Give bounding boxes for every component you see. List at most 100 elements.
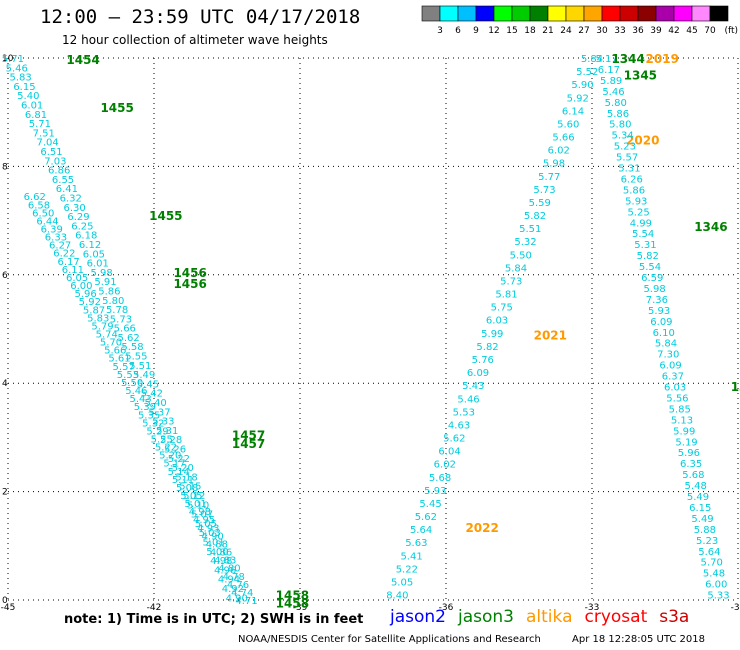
colorbar-swatch [709,5,729,22]
swh-value-label: 7.30 [657,350,679,361]
swh-value-label: 4.86 [210,548,232,559]
swh-value-label: 5.07 [191,510,213,521]
swh-value-label: 5.48 [703,569,725,580]
swh-value-label: 5.86 [98,286,120,297]
swh-value-label: 5.32 [514,237,536,248]
swh-value-label: 5.64 [410,525,432,536]
swh-value-label: 5.17 [595,54,617,65]
swh-value-label: 5.32 [142,418,164,429]
colorbar-tick-label: 6 [455,26,461,36]
swh-value-label: 5.59 [529,198,551,209]
swh-value-label: 6.32 [60,193,82,204]
swh-value-label: 5.93 [648,306,670,317]
swh-value-label: 5.31 [156,426,178,437]
longitude-tick-label: -33 [585,603,600,610]
swh-value-label: 4.71 [235,596,257,607]
swh-value-label: 6.15 [689,503,711,514]
swh-value-label: 4.78 [223,572,245,583]
swh-value-label: 5.70 [100,338,122,349]
swh-value-label: 5.70 [701,558,723,569]
swh-value-label: 5.54 [639,262,661,273]
swh-value-label: 5.22 [168,454,190,465]
swh-value-label: 5.26 [164,445,186,456]
swh-value-label: 6.58 [28,200,50,211]
colorbar-tick-label: 24 [560,26,572,36]
swh-value-label: 5.51 [129,361,151,372]
swh-value-label: 5.31 [634,240,656,251]
pass-time-label: 2020 [626,133,659,147]
swh-value-label: 4.88 [206,539,228,550]
swh-value-label: 5.49 [691,514,713,525]
swh-value-label: 5.99 [481,329,503,340]
satellite-name-cryosat: cryosat [584,607,648,627]
swh-value-label: 5.05 [195,519,217,530]
latitude-tick-label: 10 [2,54,14,64]
swh-value-label: 5.12 [183,491,205,502]
swh-value-label: 5.89 [600,76,622,87]
swh-value-label: 5.49 [687,492,709,503]
colorbar-tick-label: 42 [668,26,679,36]
swh-value-label: 5.60 [557,119,579,130]
swh-value-label: 5.83 [87,313,109,324]
swh-value-label: 6.09 [659,361,681,372]
pass-time-label: 1458 [276,589,309,603]
swh-value-label: 6.02 [548,146,570,157]
swh-value-label: 6.17 [598,65,620,76]
swh-value-label: 5.84 [505,263,527,274]
swh-value-label: 5.82 [476,342,498,353]
satellite-name-jason3: jason3 [458,607,514,627]
swh-value-label: 5.23 [696,536,718,547]
swh-value-label: 5.99 [673,426,695,437]
swh-value-label: 5.25 [627,207,649,218]
pass-time-label: 1344 [611,52,644,66]
colorbar-tick-label: 36 [632,26,644,36]
pass-time-label: 2021 [534,328,567,342]
swh-value-label: 5.43 [129,394,151,405]
swh-value-label: 6.26 [621,174,643,185]
swh-value-label: 5.25 [151,434,173,445]
swh-value-label: 5.82 [524,211,546,222]
colorbar-tick-label: 12 [488,26,499,36]
swh-value-label: 6.22 [53,249,75,260]
swh-value-label: 5.34 [611,131,633,142]
swh-value-label: 5.01 [185,499,207,510]
swh-value-label: 6.25 [71,221,93,232]
swh-value-label: 6.12 [79,240,101,251]
swh-value-label: 6.39 [41,225,63,236]
satellite-name-jason2: jason2 [390,607,446,627]
colorbar-tick-label: 15 [506,26,517,36]
swh-value-label: 5.05 [180,491,202,502]
swh-value-label: 5.73 [500,276,522,287]
swh-value-label: 6.02 [434,460,456,471]
pass-time-label: 1457 [232,437,265,451]
swh-value-label: 5.71 [2,54,24,65]
colorbar-tick-label: 39 [650,26,662,36]
swh-value-label: 5.85 [669,404,691,415]
colorbar-tick-label: 33 [614,26,625,36]
swh-value-label: 4.74 [231,588,253,599]
swh-value-label: 5.54 [632,229,654,240]
longitude-tick-label: -36 [439,603,454,610]
swh-value-label: 4.93 [197,523,219,534]
swh-value-label: 5.22 [396,564,418,575]
credit-text: NOAA/NESDIS Center for Satellite Applica… [238,634,541,645]
swh-value-label: 5.37 [148,407,170,418]
swh-value-label: 6.62 [24,192,46,203]
swh-value-label: 6.55 [52,175,74,186]
map-title: 12:00 – 23:59 UTC 04/17/2018 [40,6,361,28]
swh-value-label: 5.66 [114,324,136,335]
swh-value-label: 5.08 [176,483,198,494]
pass-time-label: 1346 [694,220,727,234]
swh-value-label: 5.41 [400,551,422,562]
swh-value-label: 5.46 [125,386,147,397]
swh-value-label: 5.98 [543,159,565,170]
swh-value-label: 5.56 [666,393,688,404]
altimeter-track-map: -45-42-39-36-33-3002468105.715.465.836.1… [1,52,740,610]
colorbar-tick-label: 45 [686,26,697,36]
swh-value-label: 5.93 [625,196,647,207]
swh-value-label: 6.09 [467,368,489,379]
swh-value-label: 5.20 [172,463,194,474]
swh-value-label: 5.29 [146,426,168,437]
swh-value-label: 5.86 [623,185,645,196]
swh-value-label: 7.36 [646,295,668,306]
